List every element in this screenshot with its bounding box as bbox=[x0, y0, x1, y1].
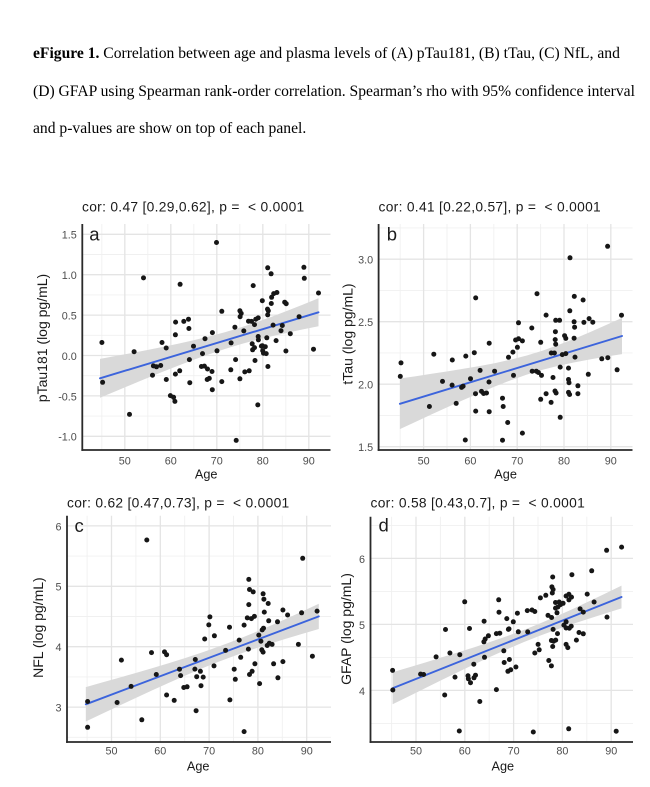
svg-text:70: 70 bbox=[508, 746, 520, 758]
svg-text:cor: 0.62 [0.47,0.73], p = <: cor: 0.62 [0.47,0.73], p = < 0.0001 bbox=[67, 496, 290, 511]
svg-text:1.0: 1.0 bbox=[62, 270, 77, 282]
svg-text:70: 70 bbox=[203, 746, 215, 758]
svg-text:90: 90 bbox=[303, 456, 315, 468]
svg-text:90: 90 bbox=[605, 746, 617, 758]
svg-text:50: 50 bbox=[119, 456, 131, 468]
svg-text:90: 90 bbox=[605, 456, 617, 468]
svg-text:80: 80 bbox=[252, 746, 264, 758]
svg-text:4: 4 bbox=[359, 686, 365, 698]
svg-text:Age: Age bbox=[195, 468, 218, 482]
svg-text:5: 5 bbox=[359, 620, 365, 632]
svg-text:4: 4 bbox=[55, 642, 61, 654]
svg-text:60: 60 bbox=[165, 456, 177, 468]
svg-text:70: 70 bbox=[211, 456, 223, 468]
svg-text:c: c bbox=[75, 515, 84, 536]
svg-text:0.0: 0.0 bbox=[62, 351, 77, 363]
svg-text:tTau (log pg/mL): tTau (log pg/mL) bbox=[340, 283, 356, 384]
svg-text:60: 60 bbox=[459, 746, 471, 758]
svg-text:cor: 0.41 [0.22,0.57], p = <: cor: 0.41 [0.22,0.57], p = < 0.0001 bbox=[379, 200, 602, 215]
svg-text:b: b bbox=[387, 224, 397, 245]
svg-text:50: 50 bbox=[105, 746, 117, 758]
svg-text:Age: Age bbox=[187, 760, 210, 774]
svg-text:70: 70 bbox=[511, 456, 523, 468]
svg-text:a: a bbox=[89, 224, 100, 245]
svg-text:d: d bbox=[379, 514, 389, 535]
svg-text:5: 5 bbox=[55, 582, 61, 594]
svg-text:-1.0: -1.0 bbox=[58, 432, 77, 444]
svg-text:3: 3 bbox=[55, 703, 61, 715]
svg-text:1.5: 1.5 bbox=[358, 442, 373, 454]
svg-text:50: 50 bbox=[418, 456, 430, 468]
svg-text:80: 80 bbox=[257, 456, 269, 468]
svg-text:pTau181 (log pg/mL): pTau181 (log pg/mL) bbox=[34, 274, 50, 402]
svg-text:6: 6 bbox=[55, 521, 61, 533]
svg-text:90: 90 bbox=[301, 746, 313, 758]
svg-text:NFL (log pg/mL): NFL (log pg/mL) bbox=[30, 577, 46, 678]
svg-text:50: 50 bbox=[410, 746, 422, 758]
svg-text:Age: Age bbox=[492, 760, 515, 774]
svg-text:60: 60 bbox=[464, 456, 476, 468]
svg-text:Age: Age bbox=[494, 468, 517, 482]
svg-text:-0.5: -0.5 bbox=[58, 391, 77, 403]
svg-text:cor: 0.47 [0.29,0.62], p = <: cor: 0.47 [0.29,0.62], p = < 0.0001 bbox=[82, 200, 305, 215]
svg-text:GFAP (log pg/mL): GFAP (log pg/mL) bbox=[338, 573, 354, 685]
svg-text:cor: 0.58 [0.43,0.7], p = < 0: cor: 0.58 [0.43,0.7], p = < 0.0001 bbox=[371, 496, 586, 511]
svg-text:0.5: 0.5 bbox=[62, 311, 77, 323]
svg-text:2.0: 2.0 bbox=[358, 380, 373, 392]
svg-text:2.5: 2.5 bbox=[358, 317, 373, 329]
svg-text:6: 6 bbox=[359, 554, 365, 566]
svg-text:3.0: 3.0 bbox=[358, 255, 373, 267]
svg-text:60: 60 bbox=[154, 746, 166, 758]
svg-text:80: 80 bbox=[558, 456, 570, 468]
svg-text:1.5: 1.5 bbox=[62, 230, 77, 242]
svg-text:80: 80 bbox=[556, 746, 568, 758]
